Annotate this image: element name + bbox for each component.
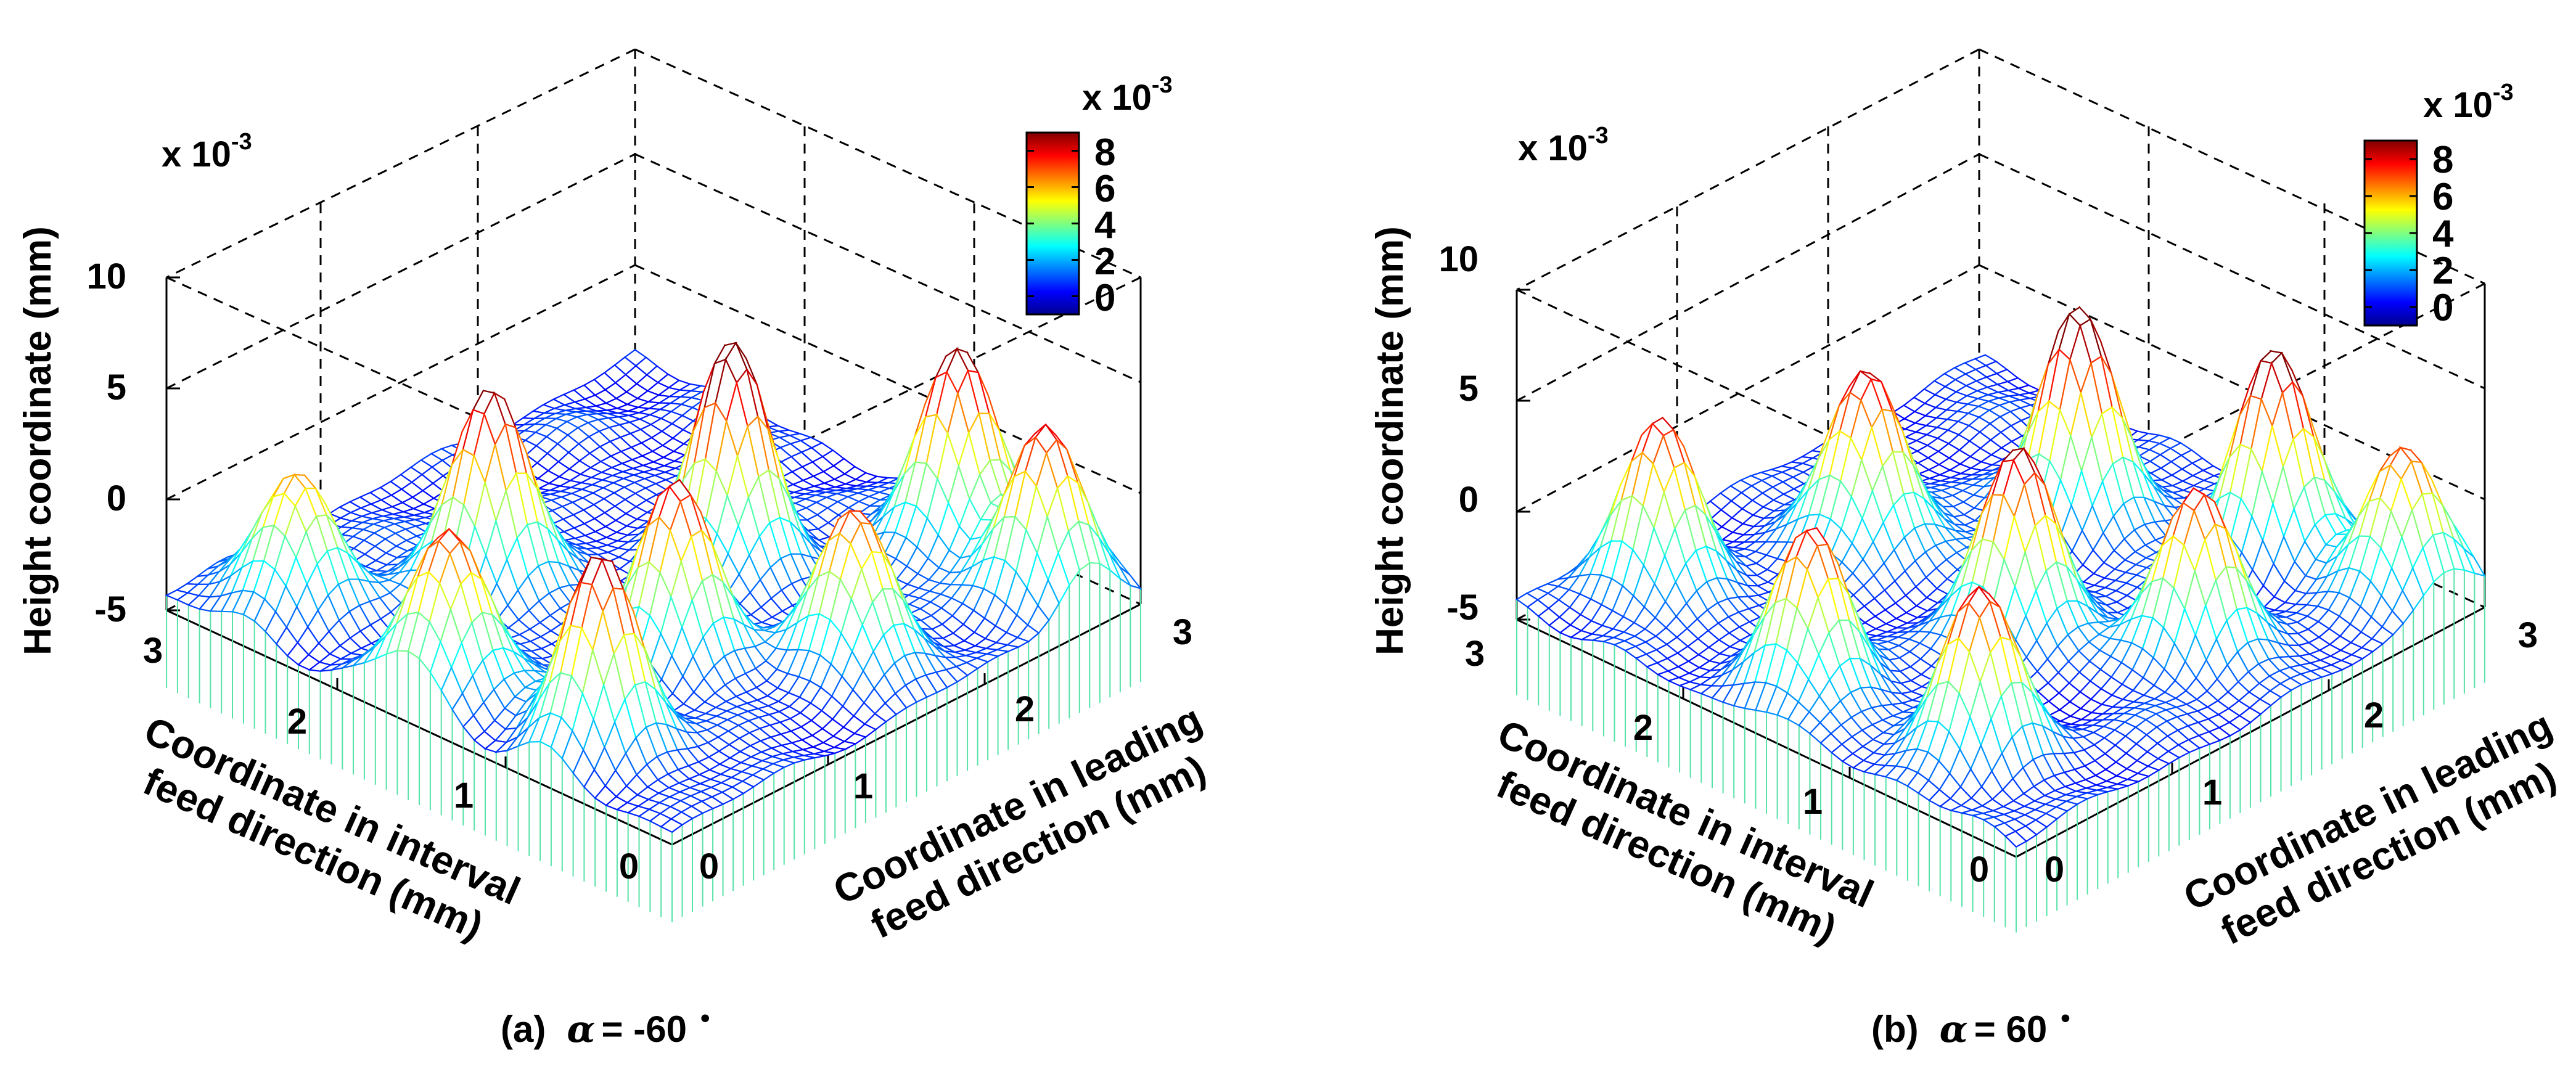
panel-a-colorbar-tick-0: 0: [1094, 277, 1115, 319]
panel-b-x-tick-2: 2: [1633, 708, 1653, 748]
panel-b-colorbar-tick-8: 8: [2432, 139, 2453, 181]
panel-a-caption: (a) α = -60 •: [501, 1003, 710, 1051]
panel-a-caption-degree: •: [700, 1003, 710, 1033]
panel-a-y-tick-0: 0: [699, 846, 719, 887]
panel-a-y-tick-labels: 0 1 2 3: [699, 612, 1192, 887]
panel-b-colorbar-tick-6: 6: [2432, 176, 2453, 218]
panel-a-colorbar-tick-6: 6: [1094, 168, 1115, 210]
panel-b-y-tick-3: 3: [2518, 615, 2538, 655]
panel-a-colorbar: 8 6 4 2 0 x 10-3: [1025, 72, 1173, 319]
panel-a-colorbar-scale-label: x 10-3: [1082, 72, 1173, 118]
panel-b-z-axis-label: Height coordinate (mm): [1369, 226, 1411, 655]
panel-a-z-scale-exp: -3: [231, 129, 252, 155]
panel-a-caption-label: (a): [501, 1009, 546, 1050]
panel-a-z-tick-labels: 10 5 0 -5: [86, 256, 126, 629]
panel-b-z-scale-exp: -3: [1588, 123, 1609, 149]
panel-a-z-tick-5: 5: [107, 367, 126, 408]
panel-b-caption: (b) α = 60 •: [1871, 1003, 2070, 1051]
panel-b-y-tick-labels: 0 1 2 3: [2045, 615, 2538, 890]
panel-a-z-tick-10: 10: [86, 256, 126, 297]
panel-b-colorbar-tick-marks: [2365, 158, 2417, 308]
panel-b-y-tick-1: 1: [2202, 772, 2222, 813]
panel-a-colorbar-tick-2: 2: [1094, 240, 1115, 283]
panel-b-colorbar-tick-0: 0: [2432, 287, 2453, 329]
panel-a-y-tick-1: 1: [853, 766, 873, 806]
panel-a-colorbar-scale-exp: -3: [1152, 72, 1173, 98]
panel-b-y-tick-2: 2: [2364, 695, 2384, 735]
panel-a-surface: [165, 341, 1142, 922]
panel-b-colorbar-scale-base: x 10: [2423, 85, 2493, 125]
panel-b-z-tick-labels: 10 5 0 -5: [1438, 239, 1479, 628]
panel-a-caption-value: = -60: [602, 1009, 687, 1050]
panel-a-surface-skirt: [166, 562, 1141, 922]
panel-a-colorbar-tick-4: 4: [1094, 204, 1116, 247]
panel-b-z-tick-minus5: -5: [1446, 588, 1479, 628]
panel-a-y-tick-2: 2: [1015, 689, 1035, 729]
panel-a-z-scale-base: x 10: [162, 134, 231, 174]
panel-b-x-tick-3: 3: [1465, 634, 1485, 674]
panel-b-y-tick-0: 0: [2045, 850, 2064, 890]
panel-a-z-scale-label: x 10-3: [162, 129, 252, 174]
panel-b-colorbar-scale-label: x 10-3: [2423, 80, 2514, 125]
panel-b-surface-skirt: [1516, 568, 2485, 933]
panel-b-caption-label: (b): [1871, 1009, 1919, 1050]
panel-b-caption-value: = 60: [1974, 1009, 2047, 1050]
panel-b-surface: [1515, 306, 2487, 933]
panel-a-x-tick-1: 1: [454, 776, 474, 816]
panel-b-x-tick-0: 0: [1969, 850, 1989, 890]
panel-a-x-tick-3: 3: [143, 631, 163, 671]
panel-b-z-tick-10: 10: [1438, 239, 1479, 279]
panel-a-z-tick-0: 0: [107, 478, 126, 518]
panel-a-z-axis-label: Height coordinate (mm): [17, 226, 59, 655]
panel-b-z-tick-0: 0: [1459, 480, 1479, 520]
panel-a-colorbar-tick-marks: [1027, 150, 1079, 297]
panel-b-colorbar-gradient: [2363, 139, 2418, 327]
panel-a-surface-cell: [660, 818, 684, 833]
panel-b-surface-cell: [2004, 830, 2028, 848]
panel-b-z-tick-5: 5: [1459, 369, 1479, 409]
panel-b-colorbar-tick-2: 2: [2432, 250, 2453, 292]
panel-a-x-tick-2: 2: [287, 702, 307, 742]
panel-b-colorbar: 8 6 4 2 0 x 10-3: [2363, 80, 2514, 329]
panel-a-y-tick-3: 3: [1173, 612, 1192, 652]
panel-b-colorbar-tick-4: 4: [2432, 213, 2454, 255]
panel-b-x-tick-labels: 3 2 1 0: [1465, 634, 1989, 890]
panel-a-x-axis-label: Coordinate in interval feed direction (m…: [137, 708, 527, 948]
panel-b: 10 5 0 -5 3 2 1 0 0 1 2 3 x 10-3 Height …: [1369, 48, 2563, 1051]
panel-b-caption-degree: •: [2061, 1003, 2070, 1033]
panel-a-caption-alpha: α: [567, 1008, 595, 1051]
panel-a-colorbar-scale-base: x 10: [1082, 78, 1152, 118]
panel-b-x-tick-1: 1: [1803, 782, 1823, 822]
panel-b-colorbar-scale-exp: -3: [2493, 80, 2514, 105]
panel-a: 10 5 0 -5 3 2 1 0 0 1 2 3 x 10-3 Height …: [17, 48, 1212, 1051]
panel-a-x-tick-0: 0: [619, 846, 639, 887]
panel-b-y-axis-label: Coordinate in leading feed direction (mm…: [2177, 702, 2563, 953]
panel-a-x-tick-labels: 3 2 1 0: [143, 631, 639, 887]
panel-b-z-scale-label: x 10-3: [1518, 123, 1609, 168]
panel-b-x-axis-label: Coordinate in interval feed direction (m…: [1490, 711, 1880, 951]
panel-a-z-tick-minus5: -5: [94, 589, 126, 629]
panel-a-colorbar-tick-8: 8: [1094, 131, 1115, 174]
panel-b-caption-alpha: α: [1940, 1008, 1968, 1051]
panel-a-colorbar-gradient: [1025, 131, 1080, 316]
panel-b-z-scale-base: x 10: [1518, 128, 1588, 168]
